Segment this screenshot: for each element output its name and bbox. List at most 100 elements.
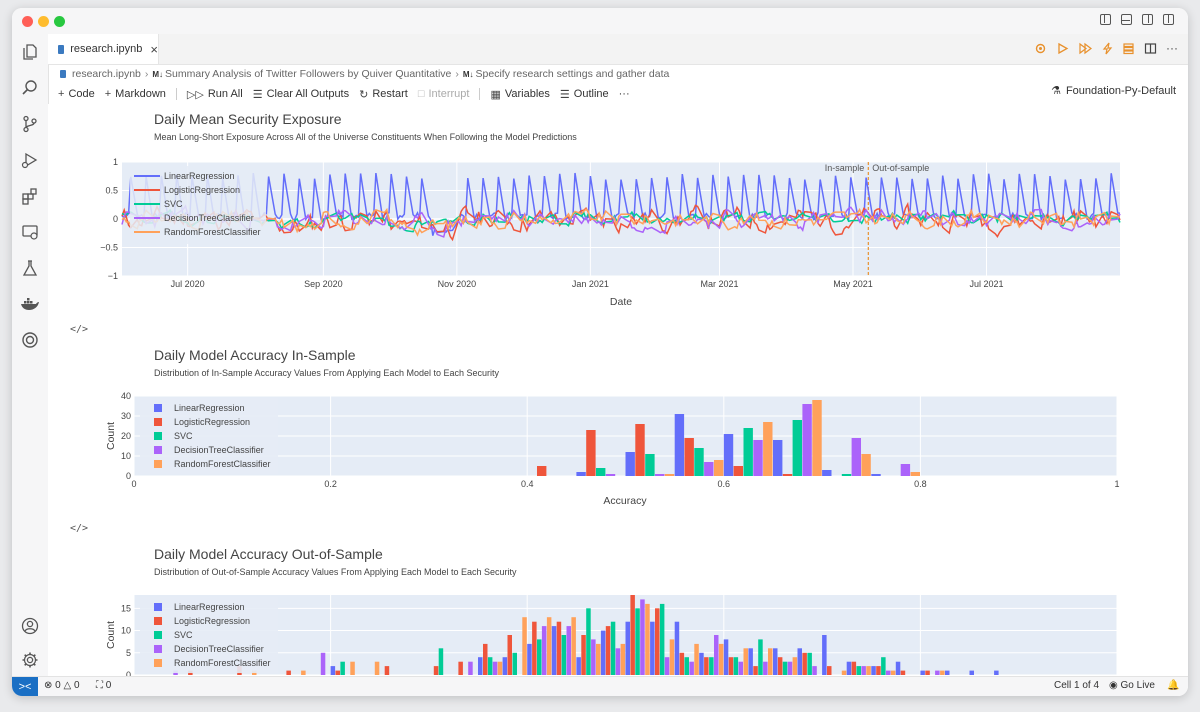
y-tick-label: 0 (113, 214, 118, 224)
x-tick-label: May 2021 (833, 279, 873, 289)
legend-entry: SVC (174, 630, 193, 640)
x-tick-label: Jul 2021 (969, 279, 1003, 289)
bar-RandomForestClassifier (694, 643, 699, 675)
bar-LogisticRegression (827, 666, 832, 675)
toggle-code-icon[interactable]: </> (70, 523, 89, 534)
bar-LinearRegression (576, 657, 581, 675)
y-axis-label: Count (105, 422, 117, 450)
close-tab-icon[interactable]: × (150, 41, 158, 57)
notebook-toolbar: + Code + Markdown ▷▷ Run All ☰ Clear All Out… (48, 84, 1188, 104)
restart-button[interactable]: ↻ Restart (359, 88, 408, 101)
lightning-icon[interactable] (1102, 42, 1113, 55)
legend-entry: DecisionTreeClassifier (174, 644, 264, 654)
error-icon: ⊗ (44, 680, 53, 691)
customize-layout-icon[interactable] (1163, 14, 1174, 25)
bar-SVC (635, 608, 640, 675)
y-tick-label: 0 (126, 471, 131, 481)
clear-all-outputs-button[interactable]: ☰ Clear All Outputs (253, 88, 349, 101)
legend-swatch (154, 645, 162, 653)
notifications-bell-icon[interactable]: 🔔 (1167, 680, 1180, 691)
legend-entry: SVC (164, 199, 183, 209)
bar-DecisionTreeClassifier (605, 474, 616, 476)
bar-RandomForestClassifier (792, 657, 798, 675)
bar-LinearRegression (330, 666, 336, 675)
stack-icon[interactable] (1122, 42, 1135, 55)
source-control-icon[interactable] (20, 114, 40, 134)
notebook-file-icon (60, 70, 66, 78)
y-tick-label: 1 (113, 157, 118, 167)
bar-LinearRegression (969, 670, 974, 675)
ports-status[interactable]: ⛶ 0 (96, 680, 111, 691)
series-line-RandomForestClassifier (121, 207, 1121, 237)
more-toolbar-button[interactable]: ··· (619, 88, 630, 100)
bar-LinearRegression (600, 630, 606, 675)
breadcrumb-section[interactable]: Summary Analysis of Twitter Followers by… (165, 68, 452, 80)
bar-RandomForestClassifier (374, 661, 380, 675)
toggle-panel-icon[interactable] (1121, 14, 1132, 25)
close-window-button[interactable] (22, 16, 33, 27)
remote-indicator-icon[interactable]: >< (12, 677, 38, 696)
bar-RandomForestClassifier (664, 474, 675, 476)
chart-legend: LinearRegression LogisticRegression SVC Dec… (130, 166, 266, 244)
bar-RandomForestClassifier (645, 603, 650, 675)
run-all-label: Run All (207, 88, 243, 100)
status-bar: >< ⊗ 0 △ 0 ⛶ 0 Cell 1 of 4 ◉ Go Live 🔔 (12, 676, 1188, 696)
minimize-window-button[interactable] (38, 16, 49, 27)
run-icon[interactable] (1056, 42, 1069, 55)
configure-gear-icon[interactable] (1034, 42, 1047, 55)
testing-icon[interactable] (20, 258, 40, 278)
problems-status[interactable]: ⊗ 0 △ 0 (44, 680, 80, 691)
toggle-code-icon[interactable]: </> (70, 324, 89, 335)
run-and-debug-icon[interactable] (20, 150, 40, 170)
legend-swatch (154, 659, 162, 667)
search-icon[interactable] (20, 78, 40, 98)
bar-LinearRegression (674, 414, 685, 476)
more-label: ··· (618, 88, 630, 100)
bar-LogisticRegression (802, 652, 807, 675)
toggle-primary-sidebar-icon[interactable] (1100, 14, 1111, 25)
accounts-icon[interactable] (20, 616, 40, 636)
bar-RandomForestClassifier (718, 643, 724, 675)
interrupt-button[interactable]: □ Interrupt (418, 88, 470, 100)
run-all-icon[interactable] (1078, 42, 1093, 55)
outline-label: Outline (573, 88, 609, 100)
bar-LogisticRegression (704, 657, 709, 675)
cell-position[interactable]: Cell 1 of 4 (1054, 680, 1100, 691)
add-markdown-cell-button[interactable]: + Markdown (105, 88, 166, 100)
docker-icon[interactable] (20, 294, 40, 314)
legend-entry: LogisticRegression (164, 185, 240, 195)
quantconnect-icon[interactable] (20, 330, 40, 350)
outline-icon: ☰ (559, 88, 570, 101)
add-code-cell-button[interactable]: + Code (58, 88, 95, 100)
toggle-secondary-sidebar-icon[interactable] (1142, 14, 1153, 25)
ports-icon: ⛶ (96, 680, 103, 691)
split-editor-icon[interactable] (1144, 42, 1157, 55)
breadcrumb-file[interactable]: research.ipynb (72, 68, 141, 80)
maximize-window-button[interactable] (54, 16, 65, 27)
kernel-name: Foundation-Py-Default (1065, 84, 1176, 97)
explorer-icon[interactable] (20, 42, 40, 62)
run-all-button[interactable]: ▷▷ Run All (187, 88, 243, 101)
bar-SVC (438, 648, 444, 675)
go-live-button[interactable]: ◉ Go Live (1109, 680, 1155, 691)
variables-button[interactable]: ▦ Variables (490, 88, 549, 101)
bar-DecisionTreeClassifier (861, 666, 866, 675)
legend-entry: RandomForestClassifier (164, 227, 261, 237)
outline-button[interactable]: ☰ Outline (560, 88, 609, 101)
extensions-icon[interactable] (20, 186, 40, 206)
bar-SVC (684, 657, 689, 675)
kernel-picker[interactable]: ⚗ Foundation-Py-Default (1051, 84, 1176, 98)
bar-LinearRegression (723, 639, 729, 675)
bar-RandomForestClassifier (350, 661, 355, 675)
more-actions-icon[interactable]: ··· (1166, 41, 1178, 55)
remote-explorer-icon[interactable] (20, 222, 40, 242)
breadcrumb-subsection[interactable]: Specify research settings and gather dat… (475, 68, 670, 80)
tab-research-ipynb[interactable]: research.ipynb × (48, 34, 159, 64)
plus-icon: + (58, 88, 65, 100)
y-axis-label: Count (105, 621, 117, 649)
tab-label: research.ipynb (70, 43, 143, 55)
bar-LinearRegression (822, 635, 827, 675)
x-tick-label: 1 (1114, 479, 1119, 489)
broadcast-icon: ◉ (1109, 680, 1118, 691)
settings-gear-icon[interactable] (20, 650, 40, 670)
